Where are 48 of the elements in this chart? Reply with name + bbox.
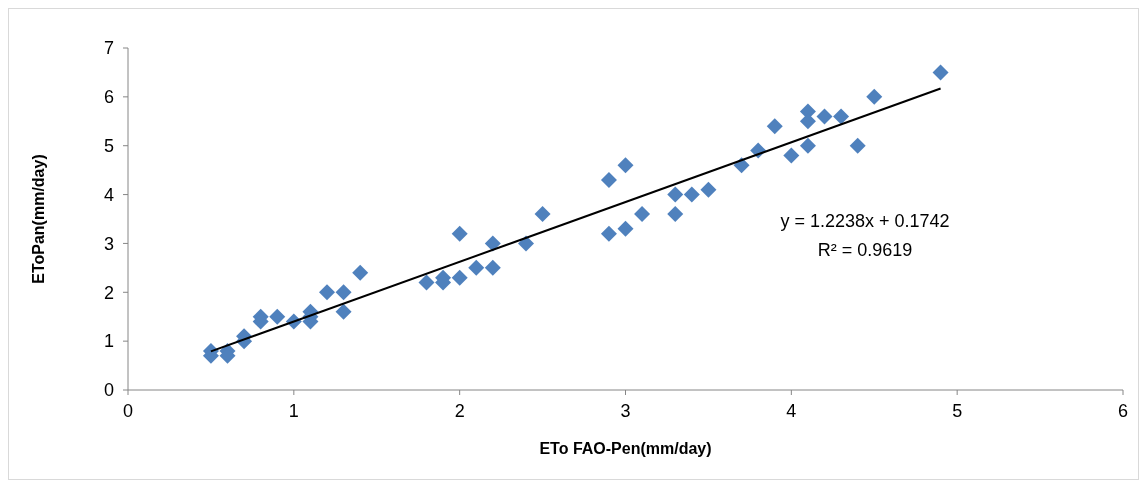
x-tick-label: 1 <box>288 401 299 421</box>
point <box>451 225 468 242</box>
y-tick-label: 7 <box>103 38 114 59</box>
x-tick-label: 4 <box>786 401 797 421</box>
point <box>866 88 883 105</box>
point <box>335 284 352 301</box>
point <box>319 284 335 301</box>
point <box>849 137 866 154</box>
point <box>451 269 468 286</box>
y-tick-label: 3 <box>103 233 114 254</box>
point <box>335 303 352 320</box>
point <box>600 225 617 242</box>
point <box>766 118 783 135</box>
x-tick-label: 2 <box>454 401 465 421</box>
point <box>932 64 949 81</box>
y-tick-label: 0 <box>103 380 114 401</box>
point <box>484 259 501 276</box>
point <box>700 181 717 198</box>
point <box>468 259 485 276</box>
point <box>617 157 634 174</box>
point <box>418 274 435 291</box>
point <box>634 206 651 223</box>
point <box>617 220 634 237</box>
point <box>484 235 501 252</box>
x-tick-label: 3 <box>620 401 631 421</box>
y-tick-label: 6 <box>103 87 114 108</box>
x-axis-title: ETo FAO-Pen(mm/day) <box>539 440 712 457</box>
annotation: R² = 0.9619 <box>817 240 913 260</box>
point <box>833 108 850 125</box>
point <box>667 206 684 223</box>
point <box>783 147 800 164</box>
point <box>799 137 816 154</box>
y-tick-label: 5 <box>103 136 114 157</box>
annotation: y = 1.2238x + 0.1742 <box>780 211 950 231</box>
point <box>534 206 551 223</box>
point <box>816 108 833 125</box>
point <box>683 186 700 203</box>
point <box>600 171 617 188</box>
y-tick-label: 1 <box>103 331 114 352</box>
y-tick-label: 2 <box>103 282 114 303</box>
point <box>352 264 369 281</box>
point <box>667 186 684 203</box>
x-tick-label: 0 <box>122 401 134 421</box>
y-axis-title: EToPan(mm/day) <box>30 154 47 284</box>
x-tick-label: 6 <box>1117 401 1129 421</box>
y-tick-label: 4 <box>103 184 114 205</box>
x-tick-label: 5 <box>952 401 963 421</box>
point <box>269 308 286 325</box>
